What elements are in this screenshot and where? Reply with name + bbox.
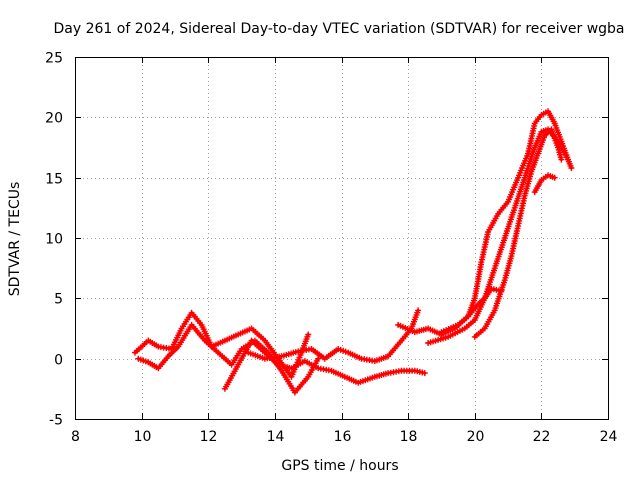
x-tick-label: 14 — [267, 429, 285, 445]
data-point — [568, 165, 575, 171]
chart-title: Day 261 of 2024, Sidereal Day-to-day VTE… — [53, 21, 624, 37]
y-tick-label: 20 — [45, 111, 63, 127]
data-point — [565, 156, 571, 163]
data-point — [551, 174, 558, 181]
axis-ticks: 8 10 12 14 16 18 20 22 24 -5 0 5 10 15 20 25 — [45, 51, 617, 446]
series-line — [426, 127, 570, 345]
series-track-c — [221, 337, 428, 392]
x-axis-label: GPS time / hours — [281, 458, 398, 474]
y-tick-label: -5 — [49, 413, 63, 429]
data-point — [558, 156, 565, 163]
x-tick-label: 24 — [600, 429, 618, 445]
x-tick-label: 16 — [334, 429, 352, 445]
y-axis-label: SDTVAR / TECUs — [7, 182, 23, 297]
series-track-g — [425, 126, 571, 346]
data-series-group — [132, 108, 575, 396]
series-track-f — [438, 108, 575, 336]
data-point — [415, 307, 422, 314]
x-tick-label: 18 — [400, 429, 418, 445]
y-tick-label: 15 — [45, 172, 63, 188]
y-tick-label: 5 — [54, 292, 63, 308]
x-tick-label: 12 — [200, 429, 218, 445]
data-point — [315, 355, 322, 362]
y-tick-label: 10 — [45, 232, 63, 248]
x-tick-label: 8 — [71, 429, 80, 445]
x-tick-label: 10 — [134, 429, 152, 445]
data-point — [305, 331, 312, 338]
data-point — [421, 370, 428, 377]
series-track-h — [471, 126, 565, 340]
y-tick-label: 25 — [45, 51, 63, 67]
x-tick-label: 22 — [533, 429, 551, 445]
series-track-i — [531, 172, 558, 196]
y-tick-label: 0 — [54, 353, 63, 369]
x-tick-label: 20 — [467, 429, 485, 445]
series-track-d — [245, 307, 422, 365]
